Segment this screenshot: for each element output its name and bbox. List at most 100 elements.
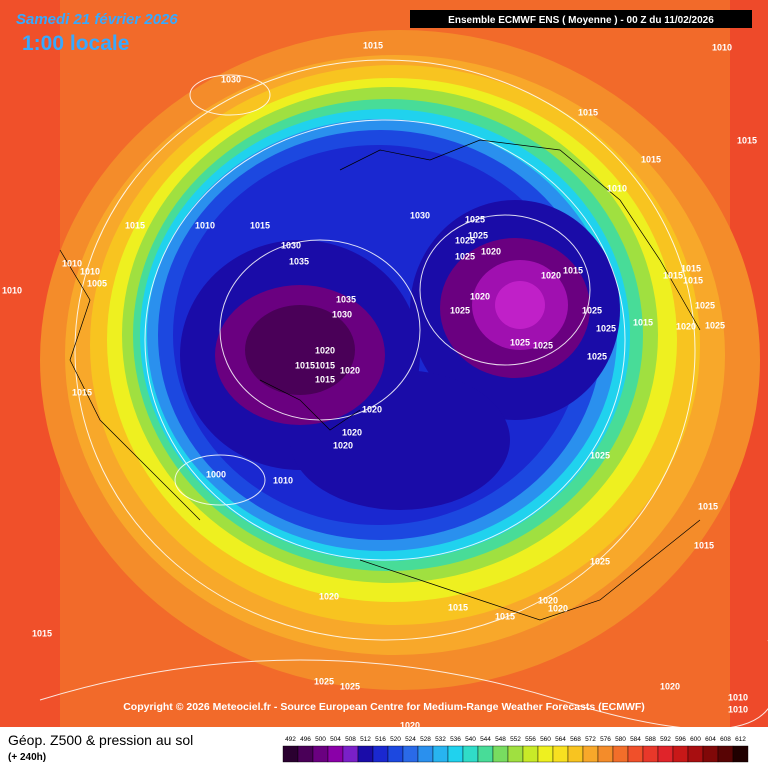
isobar-label: 1015 xyxy=(681,263,701,273)
scale-cell xyxy=(462,745,479,763)
isobar-label: 1025 xyxy=(590,556,610,566)
isobar-label: 1010 xyxy=(62,258,82,268)
isobar-label: 1015 xyxy=(633,317,653,327)
scale-cell xyxy=(582,745,599,763)
scale-label: 556 xyxy=(525,736,536,743)
isobar-label: 1010 xyxy=(2,285,22,295)
isobar-label: 1025 xyxy=(455,251,475,261)
scale-label: 496 xyxy=(300,736,311,743)
isobar-label: 1010 xyxy=(728,692,748,702)
scale-label: 512 xyxy=(360,736,371,743)
scale-cell xyxy=(567,745,584,763)
isobar-label: 1025 xyxy=(582,305,602,315)
scale-cell xyxy=(612,745,629,763)
scale-label: 572 xyxy=(585,736,596,743)
scale-label: 612 xyxy=(735,736,746,743)
isobar-label: 1015 xyxy=(295,360,315,370)
isobar-label: 1025 xyxy=(465,214,485,224)
scale-cell xyxy=(642,745,659,763)
isobar-label: 1020 xyxy=(342,427,362,437)
isobar-label: 1015 xyxy=(363,40,383,50)
scale-cell xyxy=(732,745,749,763)
scale-cell xyxy=(387,745,404,763)
scale-cell xyxy=(672,745,689,763)
scale-label: 536 xyxy=(450,736,461,743)
isobar-label: 1000 xyxy=(206,469,226,479)
scale-label: 548 xyxy=(495,736,506,743)
scale-label: 568 xyxy=(570,736,581,743)
scale-cell xyxy=(432,745,449,763)
scale-label: 580 xyxy=(615,736,626,743)
scale-cell xyxy=(417,745,434,763)
scale-cell xyxy=(342,745,359,763)
scale-cell xyxy=(717,745,734,763)
isobar-label: 1030 xyxy=(281,240,301,250)
isobar-label: 1025 xyxy=(455,235,475,245)
isobar-label: 1010 xyxy=(607,183,627,193)
isobar-label: 1020 xyxy=(470,291,490,301)
map-date: Samedi 21 février 2026 xyxy=(16,11,178,28)
scale-label: 516 xyxy=(375,736,386,743)
isobar-label: 1025 xyxy=(468,230,488,240)
isobar-label: 1020 xyxy=(333,440,353,450)
isobar-label: 1010 xyxy=(195,220,215,230)
scale-cell xyxy=(297,745,314,763)
scale-label: 492 xyxy=(285,736,296,743)
isobar-label: 1020 xyxy=(315,345,335,355)
isobar-label: 1030 xyxy=(332,309,352,319)
isobar-label: 1010 xyxy=(273,475,293,485)
isobar-label: 1015 xyxy=(315,374,335,384)
scale-label: 576 xyxy=(600,736,611,743)
color-scale: 492 496 500 504 508 512 516 520 524 528 532 536 540 5… xyxy=(282,736,749,763)
scale-label: 588 xyxy=(645,736,656,743)
scale-label: 552 xyxy=(510,736,521,743)
isobar-label: 1025 xyxy=(705,320,725,330)
isobar-label: 1015 xyxy=(495,611,515,621)
scale-label: 532 xyxy=(435,736,446,743)
scale-label: 592 xyxy=(660,736,671,743)
map-field xyxy=(0,0,768,727)
scale-label: 600 xyxy=(690,736,701,743)
scale-label: 524 xyxy=(405,736,416,743)
isobar-label: 1010 xyxy=(728,704,748,714)
scale-cell xyxy=(447,745,464,763)
info-box xyxy=(410,10,752,28)
scale-cell xyxy=(372,745,389,763)
scale-label: 584 xyxy=(630,736,641,743)
isobar-label: 1015 xyxy=(683,275,703,285)
isobar-label: 1015 xyxy=(315,360,335,370)
isobar-label: 1020 xyxy=(400,720,420,730)
isobar-label: 1015 xyxy=(641,154,661,164)
isobar-label: 1015 xyxy=(448,602,468,612)
isobar-label: 1020 xyxy=(660,681,680,691)
scale-label: 528 xyxy=(420,736,431,743)
scale-label: 560 xyxy=(540,736,551,743)
isobar-label: 1015 xyxy=(32,628,52,638)
scale-label: 564 xyxy=(555,736,566,743)
isobar-label: 1020 xyxy=(362,404,382,414)
isobar-label: 1020 xyxy=(548,603,568,613)
isobar-label: 1025 xyxy=(450,305,470,315)
isobar-label: 1025 xyxy=(590,450,610,460)
scale-cell xyxy=(492,745,509,763)
isobar-label: 1025 xyxy=(695,300,715,310)
scale-label: 520 xyxy=(390,736,401,743)
scale-label: 604 xyxy=(705,736,716,743)
info-text: Ensemble ECMWF ENS ( Moyenne ) - 00 Z du… xyxy=(448,15,714,26)
copyright: Copyright © 2026 Meteociel.fr - Source E… xyxy=(123,701,645,713)
isobar-label: 1025 xyxy=(314,676,334,686)
scale-cell xyxy=(597,745,614,763)
isobar-label: 1030 xyxy=(410,210,430,220)
isobar-label: 1020 xyxy=(340,365,360,375)
isobar-label: 1035 xyxy=(336,294,356,304)
scale-label: 540 xyxy=(465,736,476,743)
isobar-label: 1005 xyxy=(87,278,107,288)
isobar-label: 1015 xyxy=(578,107,598,117)
isobar-label: 1020 xyxy=(676,321,696,331)
footer-title: Géop. Z500 & pression au sol xyxy=(8,732,193,748)
isobar-label: 1025 xyxy=(533,340,553,350)
scale-cell xyxy=(702,745,719,763)
scale-cell xyxy=(327,745,344,763)
